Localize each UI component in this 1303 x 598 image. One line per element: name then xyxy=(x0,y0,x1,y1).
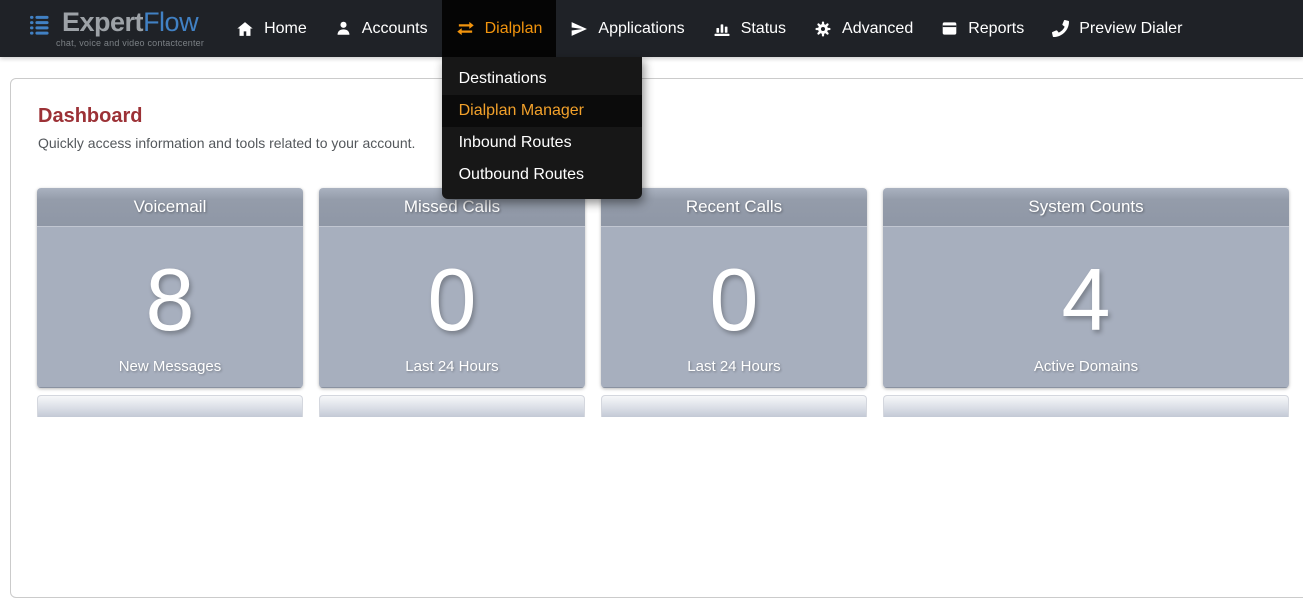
card-stub xyxy=(319,395,585,417)
nav-item-label: Dialplan xyxy=(484,19,543,37)
top-navbar: ExpertFlow chat, voice and video contact… xyxy=(0,0,1303,199)
home-icon xyxy=(236,20,254,38)
menu-item-outbound-routes[interactable]: Outbound Routes xyxy=(458,166,585,183)
card-value: 0 xyxy=(709,250,759,349)
card-label: New Messages xyxy=(118,358,222,375)
menu-item-dialplan-manager[interactable]: Dialplan Manager xyxy=(441,95,642,127)
card-recent-calls[interactable]: Recent Calls 0 Last 24 Hours xyxy=(601,188,867,388)
nav-item-advanced[interactable]: Advanced xyxy=(800,0,927,57)
nav-item-label: Reports xyxy=(968,19,1025,37)
card-label: Last 24 Hours xyxy=(405,358,499,375)
card-title: Voicemail xyxy=(37,188,303,227)
dialplan-dropdown-menu: Destinations Dialplan Manager Inbound Ro… xyxy=(441,57,642,199)
nav-item-label: Home xyxy=(264,19,307,37)
menu-item-destinations[interactable]: Destinations xyxy=(458,70,547,87)
nav-item-status[interactable]: Status xyxy=(699,0,800,57)
card-value: 4 xyxy=(1061,250,1111,349)
card-stub xyxy=(883,395,1289,417)
menu-item-inbound-routes[interactable]: Inbound Routes xyxy=(458,134,572,151)
nav-item-label: Accounts xyxy=(361,19,428,37)
nav-item-preview-dialer[interactable]: Preview Dialer xyxy=(1038,0,1196,57)
brand-tagline: chat, voice and video contactcenter xyxy=(56,38,205,48)
gear-icon xyxy=(814,20,832,38)
card-title: Recent Calls xyxy=(601,188,867,227)
nav-item-label: Advanced xyxy=(842,19,914,37)
bar-chart-icon xyxy=(713,20,731,38)
card-system-counts[interactable]: System Counts 4 Active Domains xyxy=(883,188,1289,388)
nav-item-dialplan[interactable]: Dialplan Destinations Dialplan Manager I… xyxy=(441,0,642,199)
main-menu: Home Accounts Dialplan Destinations Dial… xyxy=(222,0,1196,199)
card-stub xyxy=(37,395,303,417)
card-voicemail[interactable]: Voicemail 8 New Messages xyxy=(37,188,303,388)
nav-item-applications[interactable]: Applications xyxy=(556,0,698,57)
exchange-arrows-icon xyxy=(456,19,475,38)
nav-item-label: Applications xyxy=(598,19,685,37)
window-icon xyxy=(941,20,958,37)
nav-item-accounts[interactable]: Accounts xyxy=(321,0,442,57)
nav-item-label: Status xyxy=(740,19,787,37)
card-value: 8 xyxy=(145,250,195,349)
user-icon xyxy=(335,20,352,37)
brand-name: ExpertFlow xyxy=(62,7,199,37)
card-title: System Counts xyxy=(883,188,1289,227)
card-label: Last 24 Hours xyxy=(687,358,781,375)
dashboard-cards-row: Voicemail 8 New Messages Missed Calls 0 … xyxy=(37,188,1289,388)
card-value: 0 xyxy=(427,250,477,349)
nav-item-reports[interactable]: Reports xyxy=(927,0,1038,57)
nav-item-home[interactable]: Home xyxy=(222,0,321,57)
card-missed-calls[interactable]: Missed Calls 0 Last 24 Hours xyxy=(319,188,585,388)
brand-logo-icon xyxy=(30,15,51,41)
phone-icon xyxy=(1052,20,1070,37)
page-subtitle: Quickly access information and tools rel… xyxy=(38,135,416,151)
nav-item-label: Preview Dialer xyxy=(1079,19,1183,37)
paper-plane-icon xyxy=(570,20,588,38)
card-stub xyxy=(601,395,867,417)
card-label: Active Domains xyxy=(1033,358,1139,375)
brand-logo[interactable]: ExpertFlow chat, voice and video contact… xyxy=(30,9,204,48)
next-card-row-partial xyxy=(37,395,1289,417)
page-title: Dashboard xyxy=(38,105,143,127)
